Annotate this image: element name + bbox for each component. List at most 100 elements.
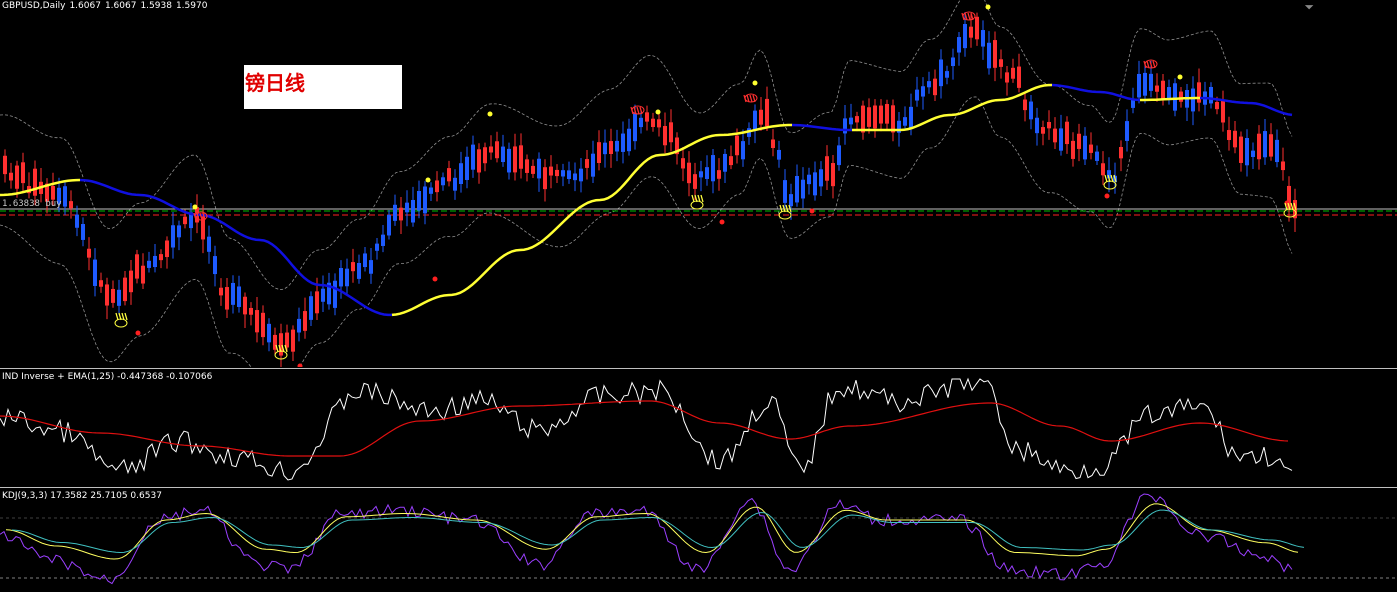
candle-body xyxy=(261,312,265,338)
candle-body xyxy=(507,148,511,173)
hand-up-icon xyxy=(1103,174,1117,190)
annotation-text: 镑日线 xyxy=(245,71,305,95)
ind-inverse-canvas xyxy=(0,377,1293,481)
candle-body xyxy=(411,199,415,223)
candle-body xyxy=(273,334,277,350)
kdj-pane[interactable]: KDJ(9,3,3) 17.3582 25.7105 0.6537 xyxy=(0,490,1397,592)
j-line xyxy=(11,509,1305,554)
candle-body xyxy=(279,333,283,356)
candle-body xyxy=(1143,72,1147,96)
yellow-dot-icon xyxy=(192,204,198,210)
candle-body xyxy=(861,105,865,133)
yellow-dot-icon xyxy=(425,177,431,183)
candle-body xyxy=(189,212,193,229)
candle-body xyxy=(819,169,823,187)
moving-average-line xyxy=(791,123,852,132)
candle-body xyxy=(1287,185,1291,209)
candle-body xyxy=(357,263,361,279)
candle-body xyxy=(3,155,7,175)
low-value: 1.5938 xyxy=(140,1,172,11)
candle-body xyxy=(651,118,655,128)
candle-body xyxy=(1005,72,1009,83)
red-dot-icon xyxy=(1104,193,1110,199)
candle-body xyxy=(705,167,709,179)
candle-body xyxy=(87,248,91,258)
candle-body xyxy=(1041,127,1045,134)
candle-body xyxy=(909,106,913,128)
candle-body xyxy=(621,133,625,152)
candle-body xyxy=(753,110,757,130)
candle-body xyxy=(363,253,367,268)
candle-body xyxy=(951,57,955,67)
candle-body xyxy=(1233,130,1237,148)
candle-body xyxy=(453,177,457,191)
candle-body xyxy=(429,187,433,194)
candle-body xyxy=(975,16,979,40)
candle-body xyxy=(339,267,343,287)
candle-body xyxy=(213,256,217,275)
candle-body xyxy=(855,116,859,123)
candle-body xyxy=(231,282,235,305)
candle-body xyxy=(801,179,805,199)
candle-body xyxy=(129,270,133,293)
candle-body xyxy=(1155,85,1159,92)
candle-body xyxy=(315,291,319,314)
candle-body xyxy=(735,135,739,156)
candle-body xyxy=(1107,170,1111,179)
candle-body xyxy=(657,119,661,128)
candle-body xyxy=(543,167,547,190)
candle-body xyxy=(957,37,961,53)
price-tag: 1.63838 buy xyxy=(2,199,62,209)
ind-inverse-pane[interactable]: IND Inverse + EMA(1,25) -0.447368 -0.107… xyxy=(0,371,1397,486)
open-value: 1.6067 xyxy=(69,1,101,11)
ema-line xyxy=(0,400,1289,457)
yellow-dot-icon xyxy=(985,4,991,10)
candle-body xyxy=(1065,121,1069,145)
candle-body xyxy=(1215,102,1219,110)
candle-body xyxy=(405,202,409,213)
candle-body xyxy=(303,311,307,331)
candle-body xyxy=(1083,135,1087,160)
candle-body xyxy=(897,120,901,133)
candle-body xyxy=(603,142,607,155)
annotation-box[interactable]: 镑日线 xyxy=(244,65,402,109)
candle-body xyxy=(807,174,811,185)
hand-down-icon xyxy=(743,93,758,103)
moving-average-line xyxy=(79,178,392,317)
candle-body xyxy=(1275,139,1279,163)
candle-body xyxy=(837,145,841,166)
candle-body xyxy=(159,254,163,261)
candle-body xyxy=(1245,137,1249,166)
candle-body xyxy=(465,156,469,180)
candle-body xyxy=(63,186,67,207)
moving-average-line xyxy=(1051,83,1141,102)
kdj-header: KDJ(9,3,3) 17.3582 25.7105 0.6537 xyxy=(2,491,162,501)
candle-body xyxy=(1263,131,1267,158)
hand-up-icon xyxy=(778,204,792,220)
candle-body xyxy=(693,174,697,189)
candle-body xyxy=(999,59,1003,67)
candle-body xyxy=(633,113,637,142)
candle-body xyxy=(225,287,229,310)
candle-body xyxy=(1119,146,1123,159)
price-chart-pane[interactable]: GBPUSD,Daily 1.6067 1.6067 1.5938 1.5970 1.6… xyxy=(0,0,1397,367)
candle-body xyxy=(969,26,973,38)
candle-body xyxy=(933,78,937,96)
candle-body xyxy=(519,145,523,169)
lower-band-line xyxy=(0,96,1293,367)
candle-body xyxy=(1095,151,1099,161)
pane-separator[interactable] xyxy=(0,368,1397,369)
candle-body xyxy=(321,288,325,302)
candle-body xyxy=(1257,133,1261,160)
hand-up-icon xyxy=(274,344,288,360)
candle-body xyxy=(297,318,301,333)
candle-body xyxy=(981,30,985,47)
hand-down-icon xyxy=(1143,59,1158,69)
candle-body xyxy=(441,177,445,186)
upper-band-line xyxy=(0,0,1293,291)
candle-body xyxy=(993,40,997,68)
pane-separator[interactable] xyxy=(0,487,1397,488)
candle-body xyxy=(645,112,649,122)
candle-body xyxy=(831,163,835,187)
